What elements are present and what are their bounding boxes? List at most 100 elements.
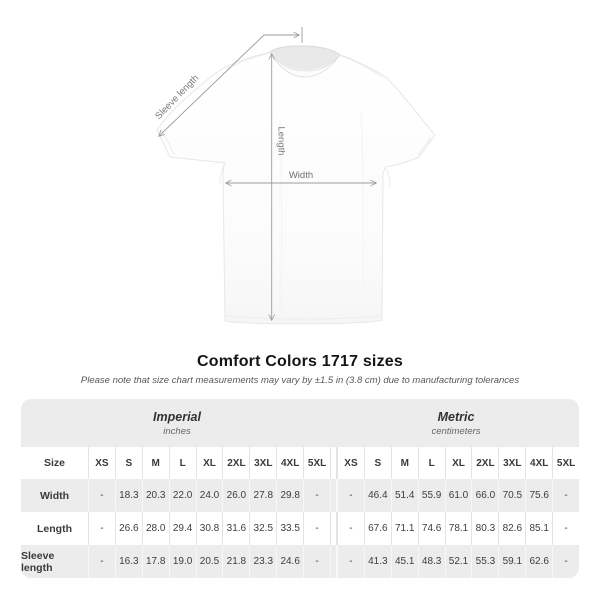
size-header-cell: M bbox=[390, 447, 418, 479]
size-header-cell: 3XL bbox=[498, 447, 525, 479]
sleeve-imperial-cell: 20.5 bbox=[195, 545, 223, 578]
table-row-width: Width -18.3 20.3 22.0 24.0 26.0 27.8 29.8- -46… bbox=[21, 479, 579, 512]
tshirt-measurement-diagram: Sleeve length Length Width bbox=[153, 27, 436, 325]
width-imperial-cell: 22.0 bbox=[168, 479, 196, 512]
size-header-cell: 5XL bbox=[303, 447, 330, 479]
width-metric-cell: - bbox=[552, 479, 579, 512]
sleeve-metric-cell: 45.1 bbox=[390, 545, 418, 578]
width-label: Width bbox=[289, 170, 313, 181]
sleeve-metric-cell: 59.1 bbox=[498, 545, 525, 578]
length-metric-cell: 78.1 bbox=[444, 512, 472, 545]
metric-label: Metric bbox=[437, 410, 475, 424]
length-imperial-cell: - bbox=[88, 512, 115, 545]
width-imperial-cell: 29.8 bbox=[276, 479, 303, 512]
sleeve-imperial-cell: - bbox=[303, 545, 330, 578]
sleeve-imperial-cell: - bbox=[88, 545, 115, 578]
sleeve-imperial-cell: 19.0 bbox=[168, 545, 196, 578]
length-metric-cell: - bbox=[552, 512, 579, 545]
tshirt-image bbox=[156, 45, 436, 325]
width-metric-cell: 75.6 bbox=[525, 479, 552, 512]
sleeve-imperial-cell: 24.6 bbox=[276, 545, 303, 578]
section-divider bbox=[330, 512, 338, 545]
sleeve-metric-cell: - bbox=[337, 545, 364, 578]
imperial-section-header: Imperial inches bbox=[21, 399, 333, 447]
size-header-cell: XS bbox=[88, 447, 115, 479]
width-imperial-cell: 20.3 bbox=[141, 479, 169, 512]
size-chart-table: Imperial inches Metric centimeters Size … bbox=[21, 399, 579, 578]
size-header-cell: L bbox=[168, 447, 196, 479]
size-header-cell: 4XL bbox=[525, 447, 552, 479]
width-metric-cell: 66.0 bbox=[471, 479, 498, 512]
size-header-cell: 3XL bbox=[249, 447, 276, 479]
width-metric-cell: - bbox=[337, 479, 364, 512]
length-metric-cell: 67.6 bbox=[363, 512, 391, 545]
width-metric-cell: 46.4 bbox=[363, 479, 391, 512]
length-imperial-cell: 28.0 bbox=[141, 512, 169, 545]
sleeve-metric-cell: 52.1 bbox=[444, 545, 472, 578]
size-header-cell: 2XL bbox=[471, 447, 498, 479]
table-row-length: Length -26.6 28.0 29.4 30.8 31.6 32.5 33.5- -6… bbox=[21, 512, 579, 545]
row-label-sleeve-length: Sleeve length bbox=[21, 549, 55, 574]
sleeve-metric-cell: 41.3 bbox=[363, 545, 391, 578]
length-imperial-cell: 32.5 bbox=[249, 512, 276, 545]
unit-header-band: Imperial inches Metric centimeters bbox=[21, 399, 579, 447]
length-metric-cell: 74.6 bbox=[417, 512, 445, 545]
row-label-length: Length bbox=[37, 522, 72, 535]
width-metric-cell: 51.4 bbox=[390, 479, 418, 512]
sleeve-metric-cell: 55.3 bbox=[471, 545, 498, 578]
width-metric-cell: 70.5 bbox=[498, 479, 525, 512]
size-header-cell: XL bbox=[444, 447, 472, 479]
sleeve-metric-cell: - bbox=[552, 545, 579, 578]
width-imperial-cell: 26.0 bbox=[222, 479, 249, 512]
imperial-label: Imperial bbox=[153, 410, 201, 424]
length-imperial-cell: 31.6 bbox=[222, 512, 249, 545]
sleeve-imperial-cell: 17.8 bbox=[141, 545, 169, 578]
measurement-lines bbox=[159, 27, 376, 320]
imperial-unit: inches bbox=[163, 426, 191, 437]
length-imperial-cell: 30.8 bbox=[195, 512, 223, 545]
table-row-sleeve-length: Sleeve length -16.3 17.8 19.0 20.5 21.8 23.3 2… bbox=[21, 545, 579, 578]
width-metric-cell: 61.0 bbox=[444, 479, 472, 512]
size-header-cell: S bbox=[114, 447, 142, 479]
tolerance-note: Please note that size chart measurements… bbox=[80, 375, 520, 386]
width-metric-cell: 55.9 bbox=[417, 479, 445, 512]
length-metric-cell: 80.3 bbox=[471, 512, 498, 545]
size-header-cell: XS bbox=[337, 447, 364, 479]
width-imperial-cell: 24.0 bbox=[195, 479, 223, 512]
section-divider bbox=[330, 479, 338, 512]
page-title: Comfort Colors 1717 sizes bbox=[197, 353, 403, 370]
size-header-cell: M bbox=[141, 447, 169, 479]
sleeve-metric-cell: 48.3 bbox=[417, 545, 445, 578]
sleeve-imperial-cell: 23.3 bbox=[249, 545, 276, 578]
section-divider bbox=[330, 545, 338, 578]
sleeve-metric-cell: 62.6 bbox=[525, 545, 552, 578]
metric-section-header: Metric centimeters bbox=[333, 399, 579, 447]
size-header-cell: XL bbox=[195, 447, 223, 479]
section-divider bbox=[330, 447, 338, 479]
size-header-cell: 4XL bbox=[276, 447, 303, 479]
width-imperial-cell: 27.8 bbox=[249, 479, 276, 512]
size-header-cell: S bbox=[363, 447, 391, 479]
length-imperial-cell: 29.4 bbox=[168, 512, 196, 545]
width-imperial-cell: 18.3 bbox=[114, 479, 142, 512]
metric-unit: centimeters bbox=[431, 426, 481, 437]
length-label: Length bbox=[276, 126, 287, 155]
length-metric-cell: 71.1 bbox=[390, 512, 418, 545]
sleeve-imperial-cell: 21.8 bbox=[222, 545, 249, 578]
size-header-cell: 5XL bbox=[552, 447, 579, 479]
row-label-width: Width bbox=[39, 489, 70, 502]
length-metric-cell: 85.1 bbox=[525, 512, 552, 545]
length-imperial-cell: 26.6 bbox=[114, 512, 142, 545]
size-header-cell: 2XL bbox=[222, 447, 249, 479]
size-header-label: Size bbox=[43, 457, 65, 469]
size-header-cell: L bbox=[417, 447, 445, 479]
length-metric-cell: 82.6 bbox=[498, 512, 525, 545]
size-header-row: Size XS S M L XL 2XL 3XL 4XL 5XL XS S M L XL 2XL 3XL 4X… bbox=[21, 447, 579, 479]
length-imperial-cell: 33.5 bbox=[276, 512, 303, 545]
width-imperial-cell: - bbox=[303, 479, 330, 512]
length-metric-cell: - bbox=[337, 512, 364, 545]
width-imperial-cell: - bbox=[88, 479, 115, 512]
sleeve-length-arrow bbox=[159, 35, 299, 136]
sleeve-imperial-cell: 16.3 bbox=[114, 545, 142, 578]
length-imperial-cell: - bbox=[303, 512, 330, 545]
